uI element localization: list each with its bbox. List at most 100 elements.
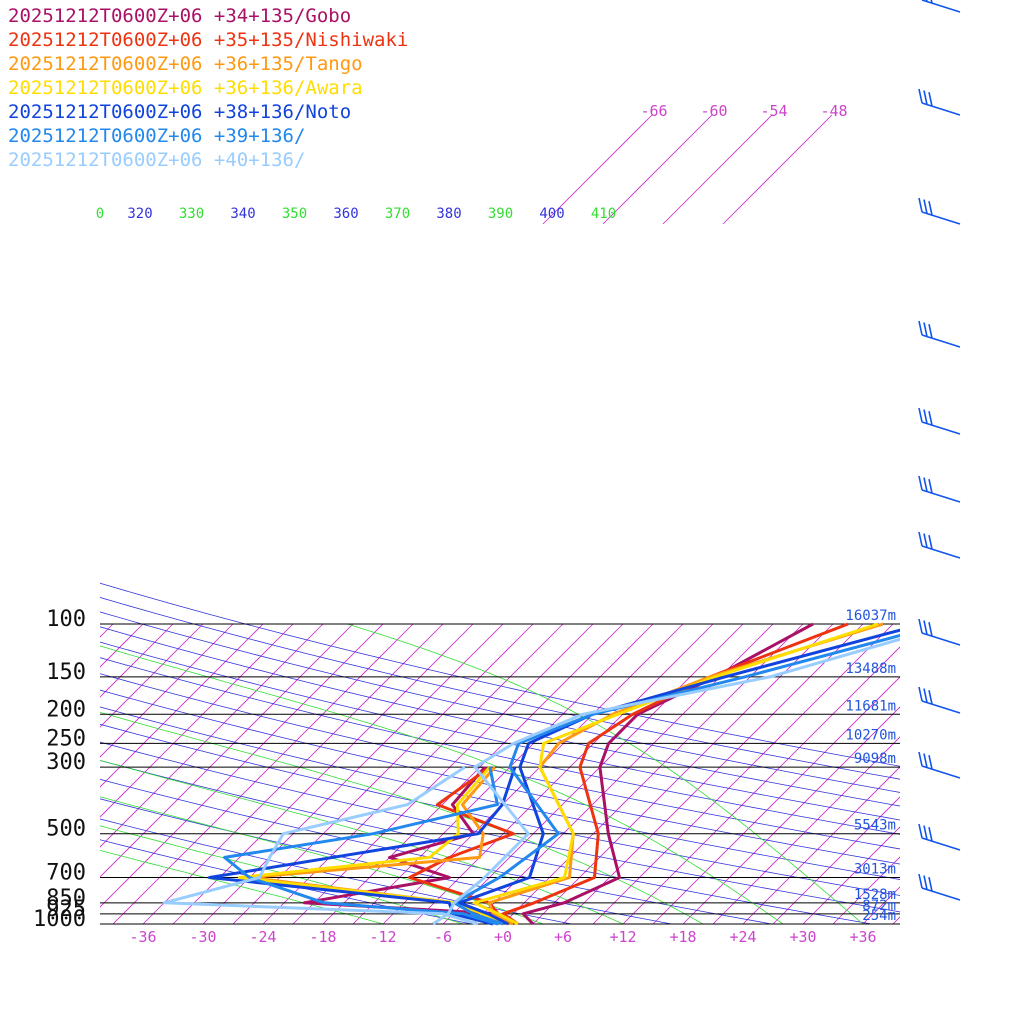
- isotherm-line: [983, 624, 1024, 924]
- axis-labels: 100 16037m 150 13488m 200 11681m 250 10270m 300 9…: [33, 102, 896, 946]
- pressure-tick-label: 1000: [33, 907, 86, 932]
- wind-barb: [918, 197, 961, 225]
- upper-temperature-tick-label: -54: [760, 102, 787, 120]
- height-label: 10270m: [845, 727, 896, 743]
- upper-isotherm-line: [722, 114, 833, 225]
- isotherm-line: [0, 624, 23, 924]
- isotherm-line: [742, 766, 900, 924]
- isotherm-line: [100, 623, 204, 728]
- theta-label: 400: [539, 206, 564, 222]
- upper-temperature-tick-label: -48: [820, 102, 847, 120]
- dry-adiabat-line: [100, 641, 900, 821]
- theta-label: 360: [333, 206, 358, 222]
- pressure-tick-label: 250: [46, 726, 86, 751]
- height-label: 1528m: [854, 887, 896, 903]
- isotherm-line: [442, 623, 744, 924]
- upper-isotherm-line: [542, 114, 653, 225]
- height-label: 9098m: [854, 751, 896, 767]
- legend-entry: 20251212T0600Z+06 +36+136/Awara: [8, 77, 363, 99]
- height-label: 16037m: [845, 608, 896, 624]
- temperature-tick-label: -24: [249, 928, 276, 946]
- temperature-tick-label: +24: [729, 928, 756, 946]
- isotherm-line: [292, 623, 594, 924]
- temperature-tick-label: +30: [789, 928, 816, 946]
- theta-label: 380: [436, 206, 461, 222]
- dry-adiabat-line: [100, 760, 872, 924]
- temperature-tick-label: -6: [434, 928, 452, 946]
- wind-barb: [921, 0, 961, 13]
- theta-label: 370: [385, 206, 410, 222]
- dry-adiabat-line: [100, 673, 900, 850]
- wind-barb: [918, 873, 961, 901]
- temperature-tick-label: +12: [609, 928, 636, 946]
- height-label: 11681m: [845, 698, 896, 714]
- dewpoint-trace: [302, 766, 514, 926]
- isotherm-line: [682, 706, 900, 924]
- legend-entry: 20251212T0600Z+06 +35+135/Nishiwaki: [8, 29, 409, 51]
- isotherm-line: [100, 623, 264, 788]
- height-label: 254m: [862, 908, 896, 924]
- isotherm-line: [622, 646, 900, 924]
- dry-adiabat-line: [100, 657, 900, 835]
- legend-entry: 20251212T0600Z+06 +36+135/Tango: [8, 53, 363, 75]
- legend-entry: 20251212T0600Z+06 +34+135/Gobo: [8, 5, 352, 27]
- isotherm-line: [352, 623, 654, 924]
- isotherm-line: [382, 623, 684, 924]
- wind-barb: [918, 618, 961, 646]
- isotherm-line: [100, 623, 174, 698]
- dry-adiabat-line: [100, 778, 772, 924]
- dry-adiabat-line: [100, 706, 900, 880]
- wind-barb: [918, 320, 961, 348]
- wind-barb: [918, 823, 961, 851]
- isotherm-line: [772, 796, 900, 924]
- isotherm-line: [592, 623, 894, 924]
- isotherm-line: [100, 623, 234, 758]
- upper-isotherm-line: [602, 114, 713, 225]
- temperature-tick-label: -30: [189, 928, 216, 946]
- upper-isotherm-line: [662, 114, 773, 225]
- dewpoint-trace: [162, 765, 479, 926]
- temperature-trace: [457, 628, 900, 926]
- isotherm-line: [0, 624, 53, 924]
- wind-barb: [918, 751, 961, 779]
- wind-barb: [918, 475, 961, 503]
- theta-label: 390: [488, 206, 513, 222]
- legend-entry: 20251212T0600Z+06 +38+136/Noto: [8, 101, 352, 123]
- height-label: 13488m: [845, 661, 896, 677]
- isotherm-line: [652, 676, 900, 924]
- pressure-tick-label: 850: [46, 886, 86, 911]
- height-label: 5543m: [854, 818, 896, 834]
- dry-adiabat-line: [100, 689, 900, 865]
- isotherm-line: [100, 623, 294, 818]
- isotherm-line: [202, 623, 504, 924]
- pressure-tick-label: 100: [46, 607, 86, 632]
- isotherm-line: [712, 736, 900, 924]
- isotherm-line: [562, 623, 864, 924]
- isotherm-line: [112, 623, 414, 924]
- theta-label: 340: [230, 206, 255, 222]
- theta-label: 350: [282, 206, 307, 222]
- pressure-tick-label: 500: [46, 817, 86, 842]
- isotherm-line: [923, 624, 1024, 924]
- sounding-traces: [162, 622, 900, 926]
- isotherm-line: [412, 623, 714, 924]
- theta-label: 0: [96, 206, 104, 222]
- wind-barb: [918, 407, 961, 435]
- pressure-tick-label: 300: [46, 750, 86, 775]
- pressure-tick-label: 150: [46, 660, 86, 685]
- dry-adiabat-line: [100, 741, 900, 913]
- upper-temperature-tick-label: -66: [640, 102, 667, 120]
- wind-barbs: [918, 0, 961, 901]
- legend: 20251212T0600Z+06 +34+135/Gobo 20251212T0…: [8, 4, 408, 172]
- isotherm-line: [322, 623, 624, 924]
- isotherm-line: [802, 826, 900, 924]
- temperature-tick-label: +18: [669, 928, 696, 946]
- temperature-tick-label: +36: [849, 928, 876, 946]
- theta-label: 330: [179, 206, 204, 222]
- temperature-trace: [432, 637, 900, 926]
- height-label: 3013m: [854, 862, 896, 878]
- isotherm-line: [953, 624, 1024, 924]
- dewpoint-trace: [223, 766, 499, 926]
- upper-isotherms: [542, 114, 833, 225]
